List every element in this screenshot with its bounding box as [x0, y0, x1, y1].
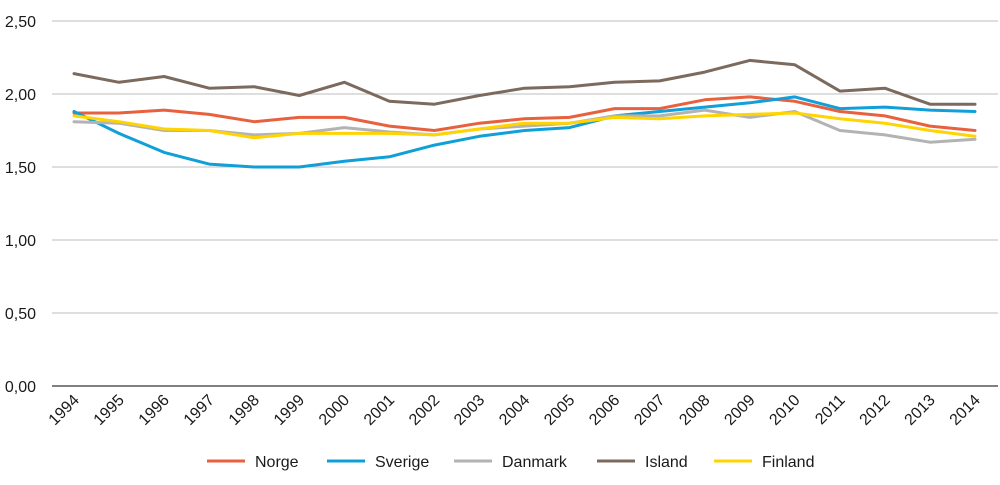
x-tick-label: 2003 — [451, 392, 488, 429]
series-line-finland — [72, 111, 977, 140]
legend-item-danmark: Danmark — [454, 454, 568, 471]
y-tick-label: 1,50 — [5, 160, 36, 177]
legend-item-finland: Finland — [714, 454, 814, 471]
legend-item-sverige: Sverige — [327, 454, 429, 471]
legend: Norge Sverige Danmark Island Finland — [207, 454, 814, 471]
legend-label: Norge — [255, 454, 299, 471]
legend-label: Island — [645, 454, 688, 471]
x-tick-label: 2010 — [766, 392, 803, 429]
x-tick-label: 1996 — [136, 392, 173, 429]
x-tick-label: 1995 — [91, 392, 128, 429]
series-line-norge — [72, 95, 977, 132]
y-tick-label: 1,00 — [5, 233, 36, 250]
y-axis-ticks: 0,00 0,50 1,00 1,50 2,00 2,50 — [5, 14, 36, 396]
x-tick-label: 1997 — [181, 392, 218, 429]
x-tick-label: 2013 — [902, 392, 939, 429]
x-tick-label: 2000 — [316, 392, 353, 429]
legend-label: Finland — [762, 454, 814, 471]
series-lines — [72, 58, 977, 169]
x-tick-label: 1994 — [46, 392, 83, 429]
x-tick-label: 2006 — [586, 392, 623, 429]
x-axis-ticks: 1994 1995 1996 1997 1998 1999 2000 2001 2002 2003… — [46, 392, 984, 429]
x-tick-label: 2011 — [812, 392, 848, 428]
x-tick-label: 1999 — [271, 392, 308, 429]
series-line-sverige — [72, 95, 977, 169]
y-tick-label: 0,50 — [5, 306, 36, 323]
y-tick-label: 0,00 — [5, 379, 36, 396]
x-tick-label: 1998 — [226, 392, 263, 429]
x-tick-label: 2009 — [721, 392, 758, 429]
legend-label: Danmark — [502, 454, 568, 471]
legend-item-norge: Norge — [207, 454, 299, 471]
x-tick-label: 2007 — [631, 392, 668, 429]
x-tick-label: 2014 — [947, 392, 984, 429]
x-tick-label: 2005 — [541, 392, 578, 429]
y-tick-label: 2,00 — [5, 87, 36, 104]
legend-label: Sverige — [375, 454, 429, 471]
x-tick-label: 2012 — [857, 392, 894, 429]
y-tick-label: 2,50 — [5, 14, 36, 31]
series-line-island — [72, 58, 977, 106]
x-tick-label: 2001 — [361, 392, 398, 429]
x-tick-label: 2004 — [496, 392, 533, 429]
x-tick-label: 2008 — [676, 392, 713, 429]
legend-item-island: Island — [597, 454, 688, 471]
x-tick-label: 2002 — [406, 392, 443, 429]
gridlines — [52, 20, 998, 387]
